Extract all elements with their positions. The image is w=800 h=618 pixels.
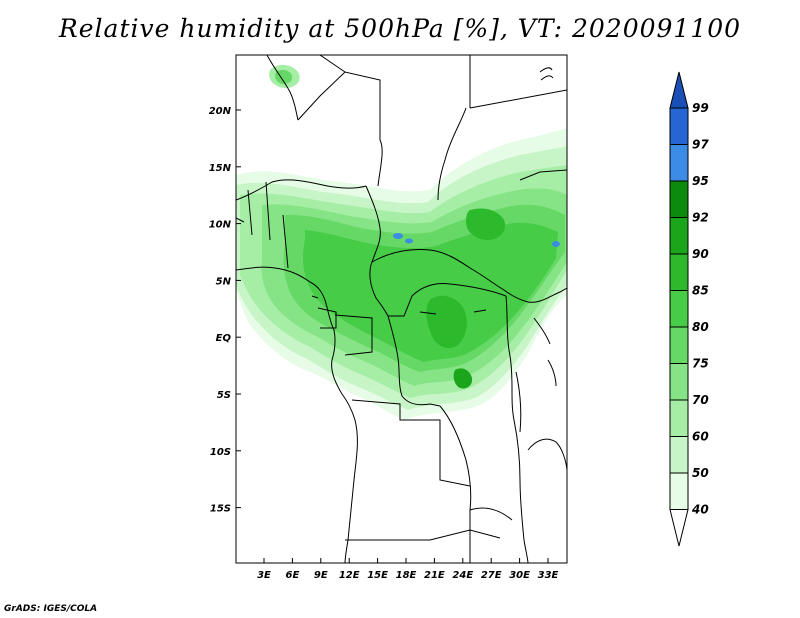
colorbar-box: [669, 253, 689, 291]
x-tick-label: 27E: [481, 570, 502, 581]
colorbar-label: 97: [692, 138, 709, 152]
x-tick-label: 6E: [286, 570, 300, 581]
colorbar-label: 95: [692, 174, 709, 188]
colorbar-box: [669, 399, 689, 437]
humidity-field: [236, 64, 567, 420]
colorbar-box: [669, 217, 689, 255]
colorbar-label: 70: [692, 393, 709, 407]
x-tick-label: 30E: [509, 570, 530, 581]
colorbar-box: [669, 436, 689, 474]
colorbar-box: [669, 472, 689, 510]
colorbar-label: 75: [692, 357, 709, 371]
x-tick-label: 21E: [424, 570, 445, 581]
colorbar-box: [669, 363, 689, 401]
colorbar-box: [669, 144, 689, 182]
y-axis: 20N 15N 10N 5N EQ 5S 10S 15S: [209, 106, 241, 515]
colorbar: 99 97 95 92 90 85 80 75 70 60 50 40: [669, 71, 709, 547]
colorbar-box: [669, 180, 689, 218]
x-axis: 3E 6E 9E 12E 15E 18E 21E 24E 27E 30E 33E: [257, 558, 559, 581]
x-tick-label: 33E: [538, 570, 559, 581]
colorbar-box: [669, 107, 689, 145]
x-tick-label: 15E: [367, 570, 388, 581]
y-tick-label: 10N: [209, 220, 232, 231]
colorbar-box: [669, 290, 689, 328]
colorbar-bottom-triangle: [669, 509, 689, 547]
colorbar-label: 92: [692, 211, 709, 225]
credit-label: GrADS: IGES/COLA: [4, 604, 98, 614]
colorbar-label: 50: [692, 466, 709, 480]
x-tick-label: 12E: [339, 570, 360, 581]
colorbar-label: 80: [692, 320, 709, 334]
x-tick-label: 9E: [314, 570, 328, 581]
colorbar-label: 85: [692, 284, 709, 298]
colorbar-box: [669, 326, 689, 364]
colorbar-label: 40: [691, 503, 709, 517]
map-frame: [235, 54, 568, 564]
colorbar-label: 60: [692, 430, 709, 444]
y-tick-label: 10S: [210, 447, 231, 458]
map-title: Relative humidity at 500hPa [%], VT: 202…: [58, 14, 742, 43]
borders: [236, 55, 567, 563]
colorbar-label: 99: [692, 101, 709, 115]
x-tick-label: 24E: [452, 570, 473, 581]
colorbar-label: 90: [692, 247, 709, 261]
y-tick-label: 15S: [210, 504, 231, 515]
colorbar-top-triangle: [669, 71, 689, 109]
y-tick-label: EQ: [216, 333, 232, 344]
y-tick-label: 5S: [217, 390, 231, 401]
y-tick-label: 5N: [216, 276, 232, 287]
x-tick-label: 18E: [396, 570, 417, 581]
y-tick-label: 20N: [209, 106, 232, 117]
y-tick-label: 15N: [209, 163, 232, 174]
x-tick-label: 3E: [257, 570, 271, 581]
